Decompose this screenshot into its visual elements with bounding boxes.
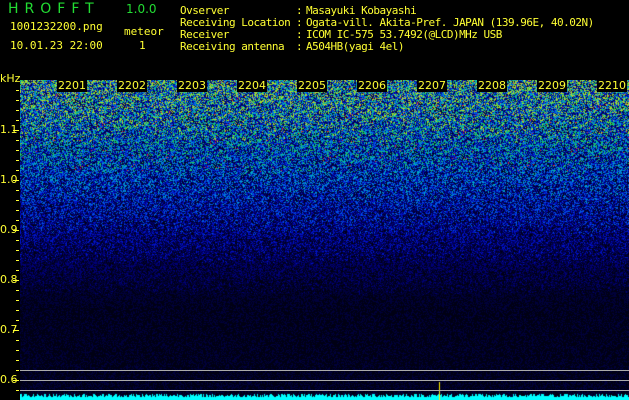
y-tick — [13, 280, 19, 281]
y-tick — [16, 350, 19, 351]
time-label: 2210 — [597, 79, 627, 92]
filename: 1001232200.png — [10, 20, 103, 33]
info-colon: : — [296, 40, 303, 53]
info-colon: : — [296, 16, 303, 29]
y-tick — [16, 100, 19, 101]
y-tick — [16, 210, 19, 211]
reference-line — [20, 370, 629, 371]
y-tick — [16, 220, 19, 221]
time-label: 2202 — [117, 79, 147, 92]
y-tick — [16, 200, 19, 201]
y-tick — [16, 270, 19, 271]
info-label: Receiving Location — [180, 16, 291, 29]
y-label: 0.6 — [0, 373, 18, 386]
y-tick — [16, 370, 19, 371]
time-label: 2209 — [537, 79, 567, 92]
y-tick — [13, 230, 19, 231]
y-tick — [16, 140, 19, 141]
y-tick — [16, 360, 19, 361]
y-tick — [16, 170, 19, 171]
y-tick — [13, 380, 19, 381]
y-tick — [16, 300, 19, 301]
y-tick — [16, 110, 19, 111]
y-tick — [16, 120, 19, 121]
info-value: ICOM IC-575 53.7492(@LCD)MHz USB — [306, 28, 502, 41]
reference-line — [20, 380, 629, 381]
app-title: HROFFT — [8, 1, 100, 17]
y-tick — [16, 390, 19, 391]
y-tick — [16, 290, 19, 291]
version-label: 1.0.0 — [126, 2, 157, 16]
y-label: 1.1 — [0, 123, 18, 136]
time-label: 2205 — [297, 79, 327, 92]
info-value: Masayuki Kobayashi — [306, 4, 417, 17]
time-label: 2206 — [357, 79, 387, 92]
y-unit: kHz — [0, 72, 21, 85]
y-tick — [16, 260, 19, 261]
y-label: 1.0 — [0, 173, 18, 186]
y-tick — [16, 340, 19, 341]
meteor-label: meteor — [124, 25, 164, 38]
y-tick — [16, 150, 19, 151]
y-tick — [13, 330, 19, 331]
reference-line — [20, 390, 629, 391]
meteor-count: 1 — [139, 39, 146, 52]
y-tick — [16, 320, 19, 321]
spectrogram — [20, 80, 629, 400]
time-label: 2207 — [417, 79, 447, 92]
time-label: 2208 — [477, 79, 507, 92]
y-label: 0.7 — [0, 323, 18, 336]
y-tick — [13, 180, 19, 181]
y-tick — [16, 160, 19, 161]
y-label: 0.8 — [0, 273, 18, 286]
info-value: Ogata-vill. Akita-Pref. JAPAN (139.96E, … — [306, 16, 594, 29]
info-colon: : — [296, 4, 303, 17]
info-value: A504HB(yagi 4el) — [306, 40, 404, 53]
datetime: 10.01.23 22:00 — [10, 39, 103, 52]
y-tick — [13, 130, 19, 131]
info-colon: : — [296, 28, 303, 41]
y-label: 0.9 — [0, 223, 18, 236]
info-label: Receiver — [180, 28, 229, 41]
info-label: Ovserver — [180, 4, 229, 17]
y-tick — [16, 190, 19, 191]
time-label: 2201 — [57, 79, 87, 92]
y-tick — [16, 240, 19, 241]
info-label: Receiving antenna — [180, 40, 285, 53]
y-tick — [16, 250, 19, 251]
y-tick — [16, 90, 19, 91]
y-tick — [16, 310, 19, 311]
time-label: 2204 — [237, 79, 267, 92]
time-label: 2203 — [177, 79, 207, 92]
